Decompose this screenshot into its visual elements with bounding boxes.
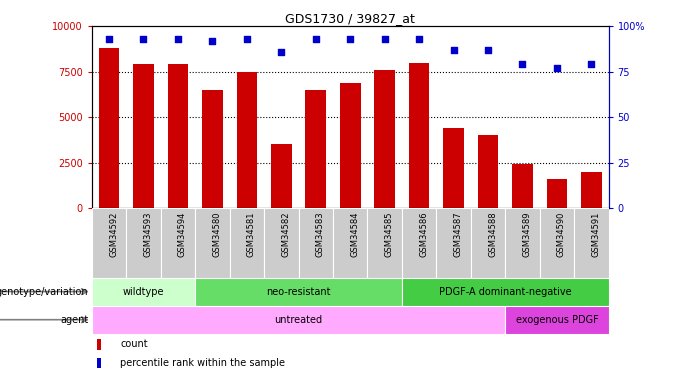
Bar	[299, 208, 333, 278]
Text: GSM34591: GSM34591	[592, 211, 600, 257]
Bar	[340, 82, 360, 208]
Bar	[409, 63, 430, 208]
Bar	[471, 208, 505, 278]
Bar	[202, 90, 223, 208]
Point	[138, 36, 149, 42]
Bar	[195, 278, 402, 306]
Text: untreated: untreated	[275, 315, 322, 325]
Point	[207, 38, 218, 44]
Bar	[512, 165, 533, 208]
Bar	[92, 306, 505, 334]
Point	[517, 62, 528, 68]
Point	[276, 49, 287, 55]
Text: PDGF-A dominant-negative: PDGF-A dominant-negative	[439, 286, 572, 297]
Title: GDS1730 / 39827_at: GDS1730 / 39827_at	[286, 12, 415, 25]
Bar	[574, 208, 609, 278]
Bar	[133, 64, 154, 208]
Text: GSM34586: GSM34586	[419, 211, 428, 257]
Bar	[167, 64, 188, 208]
Bar	[237, 72, 257, 208]
Bar	[230, 208, 264, 278]
Bar	[333, 208, 367, 278]
Point	[173, 36, 184, 42]
Text: GSM34581: GSM34581	[247, 211, 256, 257]
Bar	[547, 179, 567, 208]
Text: GSM34584: GSM34584	[350, 211, 359, 257]
Text: GSM34589: GSM34589	[522, 211, 532, 257]
Point	[241, 36, 252, 42]
Bar	[540, 208, 574, 278]
Text: agent: agent	[60, 315, 88, 325]
Bar	[402, 278, 609, 306]
Text: genotype/variation: genotype/variation	[0, 286, 88, 297]
Bar	[581, 172, 602, 208]
Bar	[92, 208, 126, 278]
Text: GSM34587: GSM34587	[454, 211, 462, 257]
Text: exogenous PDGF: exogenous PDGF	[515, 315, 598, 325]
Point	[413, 36, 424, 42]
Bar	[264, 208, 299, 278]
Text: neo-resistant: neo-resistant	[267, 286, 330, 297]
Bar	[126, 208, 160, 278]
Bar	[305, 90, 326, 208]
Text: GSM34588: GSM34588	[488, 211, 497, 257]
Text: count: count	[120, 339, 148, 349]
Point	[103, 36, 114, 42]
Bar	[505, 208, 540, 278]
Text: wildtype: wildtype	[122, 286, 165, 297]
Bar	[97, 339, 101, 350]
Bar	[367, 208, 402, 278]
Text: GSM34580: GSM34580	[212, 211, 222, 257]
Text: GSM34592: GSM34592	[109, 211, 118, 257]
Point	[551, 65, 562, 71]
Text: percentile rank within the sample: percentile rank within the sample	[120, 358, 285, 368]
Text: GSM34590: GSM34590	[557, 211, 566, 257]
Text: GSM34583: GSM34583	[316, 211, 325, 257]
Point	[310, 36, 321, 42]
Bar	[195, 208, 230, 278]
Text: GSM34582: GSM34582	[282, 211, 290, 257]
Point	[483, 47, 494, 53]
Bar	[374, 70, 395, 208]
Bar	[99, 48, 120, 208]
Bar	[92, 278, 195, 306]
Point	[586, 62, 597, 68]
Bar	[97, 358, 101, 368]
Bar	[505, 306, 609, 334]
Bar	[443, 128, 464, 208]
Bar	[160, 208, 195, 278]
Point	[379, 36, 390, 42]
Point	[345, 36, 356, 42]
Bar	[437, 208, 471, 278]
Bar	[477, 135, 498, 208]
Text: GSM34594: GSM34594	[178, 211, 187, 257]
Bar	[402, 208, 437, 278]
Bar	[271, 144, 292, 208]
Text: GSM34593: GSM34593	[143, 211, 152, 257]
Text: GSM34585: GSM34585	[385, 211, 394, 257]
Point	[448, 47, 459, 53]
